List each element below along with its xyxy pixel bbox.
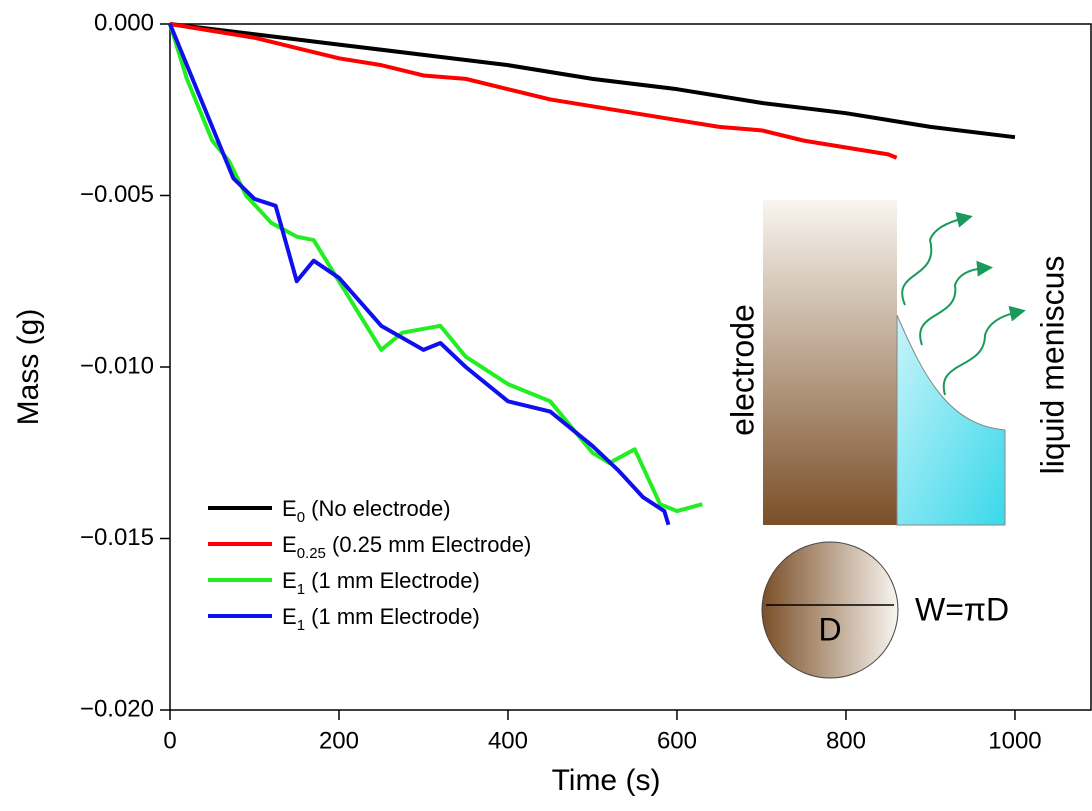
- legend-label: E1 (1 mm Electrode): [282, 604, 480, 634]
- data-line: [169, 22, 1016, 140]
- y-tick-label: −0.010: [80, 352, 154, 379]
- electrode-label: electrode: [724, 304, 760, 436]
- y-tick-label: −0.005: [80, 181, 154, 208]
- x-tick-label: 0: [163, 727, 176, 754]
- legend-label: E0 (No electrode): [282, 496, 451, 526]
- electrode-shape: [763, 200, 897, 525]
- vapor-arrow: [942, 305, 1026, 396]
- x-tick-label: 600: [657, 727, 697, 754]
- data-line: [169, 22, 898, 160]
- x-tick-label: 400: [488, 727, 528, 754]
- meniscus-label: liquid meniscus: [1034, 256, 1070, 475]
- y-tick-label: 0.000: [94, 9, 154, 36]
- y-axis-label: Mass (g): [12, 309, 45, 426]
- legend-label: E1 (1 mm Electrode): [282, 568, 480, 598]
- x-tick-label: 200: [319, 727, 359, 754]
- width-label: W=πD: [915, 591, 1009, 627]
- x-tick-label: 1000: [988, 727, 1041, 754]
- diameter-label: D: [818, 611, 841, 647]
- data-line: [168, 23, 703, 514]
- x-axis-label: Time (s): [552, 764, 661, 797]
- x-tick-label: 800: [826, 727, 866, 754]
- y-tick-label: −0.015: [80, 524, 154, 551]
- vapor-arrow: [901, 212, 973, 306]
- inset: electrode liquid meniscus D W=πD: [724, 200, 1070, 679]
- vapor-arrow: [919, 260, 993, 346]
- data-line: [168, 23, 671, 526]
- electrode-disc: [761, 541, 899, 679]
- legend-label: E0.25 (0.25 mm Electrode): [282, 532, 531, 562]
- y-tick-label: −0.020: [80, 695, 154, 722]
- meniscus-shape: [896, 314, 1006, 526]
